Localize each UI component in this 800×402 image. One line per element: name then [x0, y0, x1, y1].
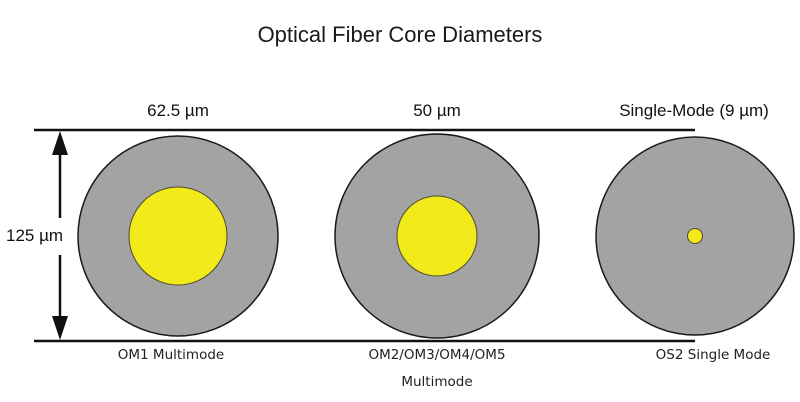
fiber-os2-size-label: Single-Mode (9 µm): [619, 101, 769, 120]
dimension-label: 125 µm: [6, 226, 64, 245]
fiber-om1-type-line1: OM1 Multimode: [117, 347, 225, 363]
fiber-om2-om5: [334, 133, 540, 339]
fiber-om2-size-label: 50 µm: [413, 101, 461, 120]
dimension-arrow-icon: [52, 131, 68, 340]
fiber-om2-type-line1: OM2/OM3/OM4/OM5: [368, 347, 506, 363]
core-circle: [128, 186, 228, 286]
diagram-title: Optical Fiber Core Diameters: [257, 22, 543, 47]
fiber-om1-type-label: OM1 Multimode: [118, 342, 224, 369]
fiber-om1-size-label: 62.5 µm: [147, 101, 209, 120]
core-circle: [687, 228, 703, 244]
fiber-om2-type-label: OM2/OM3/OM4/OM5 Multimode: [368, 342, 505, 396]
fiber-os2: [595, 136, 795, 336]
core-circle: [396, 195, 478, 277]
fiber-om1: [77, 135, 279, 337]
fiber-os2-type-line1: OS2 Single Mode: [655, 347, 771, 363]
fiber-os2-type-label: OS2 Single Mode: [656, 342, 771, 369]
fiber-om2-type-line2: Multimode: [401, 374, 473, 390]
